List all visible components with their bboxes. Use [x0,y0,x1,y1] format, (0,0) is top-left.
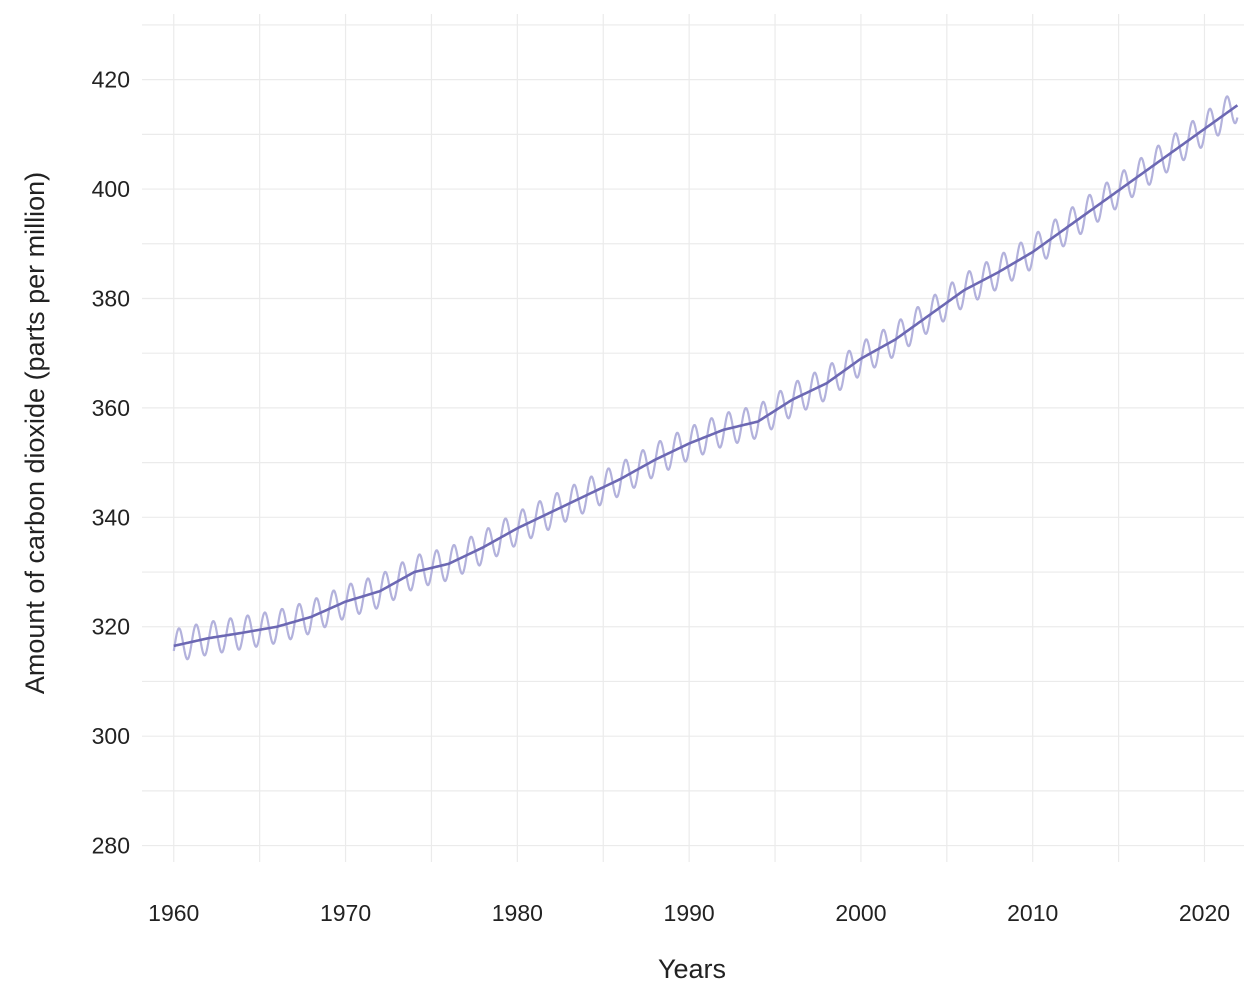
y-tick-label-320: 320 [92,614,130,640]
x-axis-title: Years [658,954,726,984]
y-tick-label-360: 360 [92,395,130,421]
x-tick-label-1970: 1970 [320,900,371,926]
x-tick-label-1960: 1960 [148,900,199,926]
y-tick-label-420: 420 [92,67,130,93]
y-tick-label-280: 280 [92,833,130,859]
y-tick-label-300: 300 [92,723,130,749]
x-tick-label-1980: 1980 [492,900,543,926]
y-tick-label-400: 400 [92,176,130,202]
grid-lines [142,14,1244,862]
chart-marks [172,95,1239,661]
x-tick-label-2020: 2020 [1179,900,1230,926]
x-tick-label-1990: 1990 [664,900,715,926]
y-tick-label-380: 380 [92,285,130,311]
series-line-monthly [172,95,1239,661]
x-tick-label-2000: 2000 [835,900,886,926]
y-tick-label-340: 340 [92,504,130,530]
x-tick-label-2010: 2010 [1007,900,1058,926]
x-axis-tick-labels: 1960 1970 1980 1990 2000 2010 2020 [148,900,1230,926]
series-line-trend [173,104,1239,648]
y-axis-title: Amount of carbon dioxide (parts per mill… [20,172,50,694]
y-axis-tick-labels: 280 300 320 340 360 380 400 420 [92,67,130,859]
